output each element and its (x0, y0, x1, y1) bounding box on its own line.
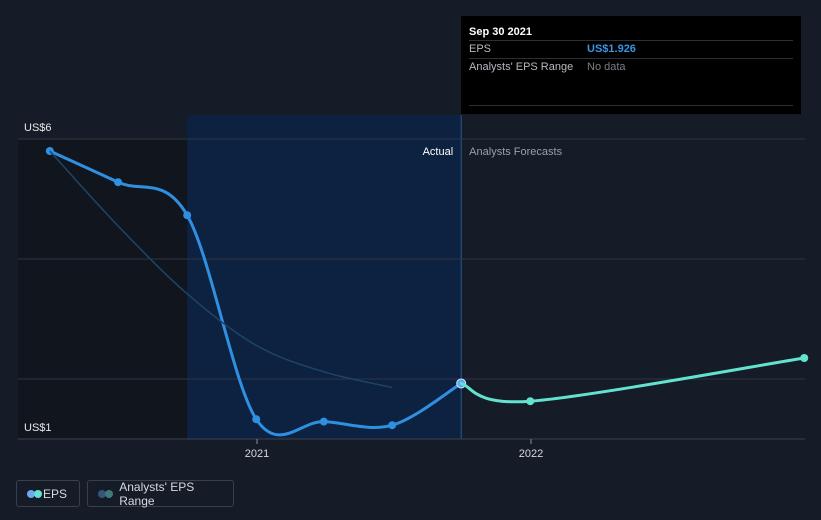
eps-point-5 (388, 421, 397, 430)
y-tick-top: US$6 (24, 122, 52, 134)
eps-legend-icon (27, 489, 42, 498)
forecast-point-1 (526, 397, 535, 406)
forecast-point-2 (800, 354, 809, 362)
tooltip-divider (469, 105, 793, 106)
eps-point-4 (319, 417, 328, 426)
past-period-band (18, 139, 188, 439)
actual-label: Actual (423, 146, 454, 158)
tooltip-range-value: No data (587, 61, 626, 73)
tooltip-eps-value: US$1.926 (587, 43, 636, 55)
eps-point-2 (183, 211, 192, 220)
tooltip-range-label: Analysts' EPS Range (469, 61, 574, 73)
tooltip-panel: Sep 30 2021 EPS US$1.926 Analysts' EPS R… (461, 16, 801, 114)
legend-eps-toggle[interactable]: EPS (16, 480, 80, 507)
forecast-line (459, 356, 806, 404)
tooltip-row-eps: EPS US$1.926 (469, 40, 793, 58)
eps-point-3 (252, 415, 261, 424)
y-tick-bottom: US$1 (24, 422, 52, 434)
tooltip-row-range: Analysts' EPS Range No data (469, 58, 793, 76)
legend-eps-label: EPS (42, 486, 67, 501)
legend-range-label: Analysts' EPS Range (119, 479, 195, 508)
eps-point-1 (114, 178, 123, 187)
tooltip-eps-label: EPS (469, 43, 492, 55)
x-tick-label-0: 2021 (245, 448, 269, 460)
forecast-label: Analysts Forecasts (469, 146, 562, 158)
eps-trend-line (49, 150, 393, 389)
tooltip-date: Sep 30 2021 (469, 26, 532, 38)
actual-period-band (187, 115, 462, 439)
range-legend-icon (98, 489, 113, 498)
legend-range-toggle[interactable]: Analysts' EPS Range (87, 479, 234, 508)
x-tick-label-1: 2022 (519, 448, 543, 460)
